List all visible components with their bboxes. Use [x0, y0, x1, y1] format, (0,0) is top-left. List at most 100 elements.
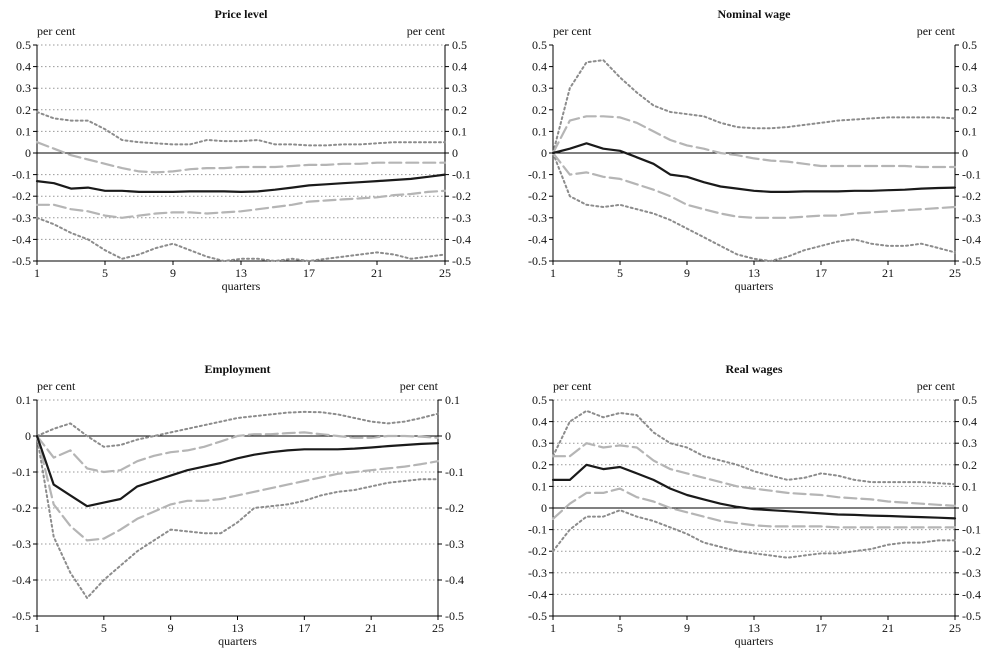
y-tick-label-right: -0.4 [445, 573, 464, 587]
y-tick-label-left: 0.2 [532, 103, 547, 117]
y-tick-label-right: 0 [962, 501, 968, 515]
series-line-outer-lower [36, 435, 439, 599]
y-unit-left: per cent [553, 24, 592, 38]
y-tick-label-left: 0.4 [532, 60, 547, 74]
y-tick-label-right: -0.2 [962, 544, 981, 558]
y-tick-label-right: 0.1 [445, 393, 460, 407]
series-line-median [35, 173, 447, 193]
x-tick-label: 17 [815, 621, 827, 635]
series-line-outer-upper [552, 59, 956, 154]
y-tick-label-right: -0.4 [452, 232, 471, 246]
y-tick-label-right: -0.3 [962, 211, 981, 225]
y-tick-label-left: 0.3 [532, 436, 547, 450]
series-line-inner-lower [551, 151, 957, 219]
y-tick-label-right: -0.1 [962, 168, 981, 182]
y-tick-label-left: 0.1 [16, 393, 31, 407]
y-tick-label-right: -0.4 [962, 587, 981, 601]
x-tick-label: 9 [684, 621, 690, 635]
x-tick-label: 1 [550, 621, 556, 635]
series-line-outer-upper [552, 409, 956, 486]
y-tick-label-left: 0.5 [532, 393, 547, 407]
x-tick-label: 9 [170, 266, 176, 280]
x-tick-label: 25 [949, 621, 961, 635]
series-line-outer-lower [552, 509, 956, 559]
x-tick-label: 5 [101, 621, 107, 635]
series-line-inner-upper [35, 431, 440, 474]
series-line-outer-upper [36, 111, 446, 147]
y-tick-label-left: -0.3 [528, 566, 547, 580]
x-tick-label: 25 [432, 621, 444, 635]
y-tick-label-left: -0.3 [12, 537, 31, 551]
y-tick-label-right: 0.3 [452, 81, 467, 95]
y-tick-label-left: -0.4 [528, 587, 547, 601]
panel-nominal-wage: Nominal wage per cent per cent 0.5 0.5 0.4 0.4… [528, 7, 981, 293]
y-tick-label-left: 0.1 [532, 124, 547, 138]
y-tick-label-right: 0.5 [452, 38, 467, 52]
y-tick-label-right: -0.1 [452, 168, 471, 182]
x-tick-label: 21 [882, 266, 894, 280]
x-tick-label: 13 [748, 621, 760, 635]
panel-title: Price level [215, 7, 269, 21]
y-tick-label-right: 0.1 [962, 124, 977, 138]
y-tick-label-left: 0.4 [16, 60, 31, 74]
series-line-inner-upper [551, 442, 957, 507]
series-line-median [551, 142, 957, 193]
y-tick-label-right: -0.5 [962, 254, 981, 268]
x-tick-label: 21 [882, 621, 894, 635]
y-tick-label-left: 0 [25, 429, 31, 443]
y-tick-label-left: -0.2 [528, 544, 547, 558]
y-tick-label-right: -0.3 [445, 537, 464, 551]
x-axis-label: quarters [222, 279, 261, 293]
y-tick-label-right: 0.1 [452, 124, 467, 138]
series-line-outer-upper [36, 410, 439, 448]
y-tick-label-right: 0.4 [962, 415, 977, 429]
x-axis-label: quarters [735, 279, 774, 293]
y-tick-label-left: -0.1 [12, 168, 31, 182]
y-tick-label-left: -0.2 [12, 501, 31, 515]
y-tick-label-left: -0.5 [12, 609, 31, 623]
y-tick-label-left: -0.1 [528, 523, 547, 537]
y-unit-left: per cent [37, 379, 76, 393]
x-tick-label: 13 [232, 621, 244, 635]
y-tick-label-left: 0.1 [532, 479, 547, 493]
x-tick-label: 17 [298, 621, 310, 635]
series-line-median [551, 463, 957, 520]
y-tick-label-left: 0 [541, 146, 547, 160]
panel-price-level: Price level per cent per cent 0.5 0.5 0.4 0.4 0… [12, 7, 471, 293]
y-tick-label-left: -0.3 [528, 211, 547, 225]
series-line-median [35, 434, 440, 508]
y-tick-label-left: 0 [541, 501, 547, 515]
series-line-outer-lower [552, 152, 956, 262]
y-tick-label-right: 0 [445, 429, 451, 443]
y-tick-label-left: -0.4 [528, 232, 547, 246]
y-unit-left: per cent [37, 24, 76, 38]
y-tick-label-right: 0.3 [962, 436, 977, 450]
panel-real-wages: Real wages per cent per cent 0.5 0.5 0.4 0.4 0.… [528, 362, 981, 648]
x-tick-label: 1 [34, 266, 40, 280]
y-tick-label-left: -0.4 [12, 573, 31, 587]
y-tick-label-left: 0.3 [532, 81, 547, 95]
y-tick-label-right: -0.2 [962, 189, 981, 203]
x-tick-label: 9 [684, 266, 690, 280]
y-tick-label-right: -0.1 [445, 465, 464, 479]
series-line-inner-upper [35, 141, 447, 174]
panel-title: Employment [205, 362, 271, 376]
y-tick-label-right: -0.4 [962, 232, 981, 246]
x-tick-label: 25 [949, 266, 961, 280]
series-line-inner-lower [551, 487, 957, 529]
y-tick-label-right: 0.2 [962, 103, 977, 117]
y-tick-label-right: -0.3 [452, 211, 471, 225]
y-tick-label-left: -0.1 [528, 168, 547, 182]
x-tick-label: 5 [617, 266, 623, 280]
series-line-inner-lower [35, 189, 447, 219]
y-tick-label-right: 0.4 [962, 60, 977, 74]
y-tick-label-left: -0.4 [12, 232, 31, 246]
y-tick-label-right: 0.2 [452, 103, 467, 117]
y-tick-label-left: -0.5 [528, 254, 547, 268]
y-unit-right: per cent [400, 379, 439, 393]
y-tick-label-left: -0.5 [528, 609, 547, 623]
x-tick-label: 13 [748, 266, 760, 280]
y-tick-label-left: 0.1 [16, 124, 31, 138]
